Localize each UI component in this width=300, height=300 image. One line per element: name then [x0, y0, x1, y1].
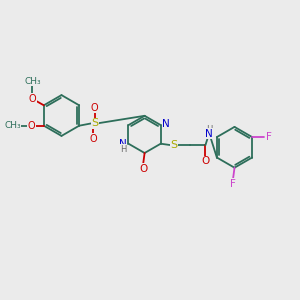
Text: N: N	[205, 129, 212, 139]
Text: O: O	[139, 164, 147, 174]
Text: CH₃: CH₃	[4, 121, 21, 130]
Text: S: S	[171, 140, 178, 150]
Text: N: N	[119, 139, 127, 149]
Text: S: S	[91, 118, 98, 128]
Text: H: H	[120, 145, 126, 154]
Text: O: O	[27, 121, 35, 131]
Text: O: O	[89, 134, 97, 144]
Text: H: H	[206, 125, 212, 134]
Text: N: N	[162, 118, 170, 129]
Text: O: O	[201, 156, 209, 166]
Text: CH₃: CH₃	[25, 77, 41, 86]
Text: F: F	[266, 132, 272, 142]
Text: O: O	[91, 103, 99, 113]
Text: O: O	[28, 94, 36, 104]
Text: F: F	[230, 178, 236, 189]
